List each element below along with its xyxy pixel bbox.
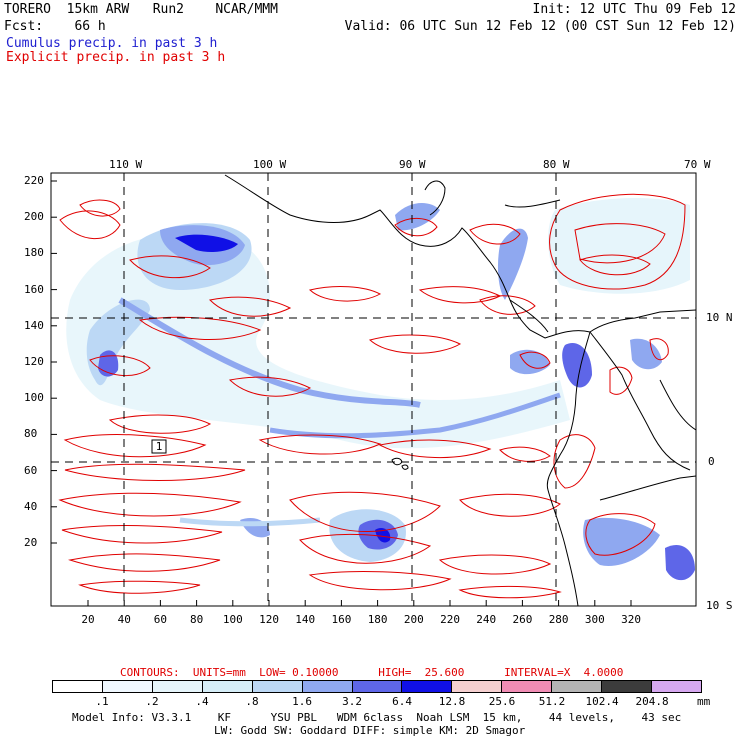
colorbar-cell: [652, 681, 701, 692]
colorbar-cell: [253, 681, 303, 692]
x-tick-label: 240: [476, 614, 496, 626]
colorbar-label: 6.4: [392, 696, 412, 708]
colorbar-label: 204.8: [636, 696, 669, 708]
colorbar-cell: [153, 681, 203, 692]
colorbar-cell: [353, 681, 403, 692]
lon-label: 80 W: [543, 159, 570, 171]
y-tick-label: 20: [24, 537, 37, 549]
contour-info: CONTOURS: UNITS=mm LOW= 0.10000 HIGH= 25…: [120, 667, 623, 679]
colorbar-label: .2: [145, 696, 158, 708]
colorbar-cell: [203, 681, 253, 692]
model-info-line2: LW: Godd SW: Goddard DIFF: simple KM: 2D…: [214, 725, 525, 737]
x-tick-label: 320: [621, 614, 641, 626]
model-info-line1: Model Info: V3.3.1 KF YSU PBL WDM 6class…: [72, 712, 681, 724]
lon-label: 110 W: [109, 159, 142, 171]
y-tick-label: 80: [24, 428, 37, 440]
x-tick-label: 120: [259, 614, 279, 626]
x-tick-label: 260: [513, 614, 533, 626]
colorbar-cell: [602, 681, 652, 692]
colorbar-label: 25.6: [489, 696, 516, 708]
lat-label: 10 S: [706, 600, 733, 612]
x-tick-label: 140: [295, 614, 315, 626]
y-tick-label: 140: [24, 320, 44, 332]
lat-label: 0: [708, 456, 715, 468]
x-tick-label: 180: [368, 614, 388, 626]
y-tick-label: 220: [24, 175, 44, 187]
y-tick-label: 160: [24, 284, 44, 296]
colorbar-cell: [303, 681, 353, 692]
x-tick-label: 40: [118, 614, 131, 626]
colorbar-label: .1: [95, 696, 108, 708]
colorbar-label: .8: [245, 696, 258, 708]
lat-label: 10 N: [706, 312, 733, 324]
y-tick-label: 200: [24, 211, 44, 223]
y-tick-label: 180: [24, 247, 44, 259]
x-tick-label: 100: [223, 614, 243, 626]
colorbar-label: 12.8: [439, 696, 466, 708]
colorbar-cell: [53, 681, 103, 692]
y-tick-label: 100: [24, 392, 44, 404]
x-tick-label: 280: [549, 614, 569, 626]
lon-label: 70 W: [684, 159, 711, 171]
precip-map: 1: [0, 0, 740, 740]
colorbar-unit: mm: [697, 696, 710, 708]
colorbar-label: 102.4: [586, 696, 619, 708]
x-tick-label: 80: [190, 614, 203, 626]
y-tick-label: 120: [24, 356, 44, 368]
y-tick-label: 40: [24, 501, 37, 513]
colorbar-cell: [502, 681, 552, 692]
x-tick-label: 160: [332, 614, 352, 626]
colorbar: [52, 680, 702, 693]
y-tick-label: 60: [24, 465, 37, 477]
colorbar-cell: [103, 681, 153, 692]
colorbar-label: 1.6: [292, 696, 312, 708]
colorbar-cell: [452, 681, 502, 692]
colorbar-label: 51.2: [539, 696, 566, 708]
x-tick-label: 200: [404, 614, 424, 626]
x-tick-label: 220: [440, 614, 460, 626]
colorbar-cell: [402, 681, 452, 692]
colorbar-label: 3.2: [342, 696, 362, 708]
box-marker-label: 1: [156, 440, 163, 453]
x-tick-label: 20: [81, 614, 94, 626]
x-tick-label: 60: [154, 614, 167, 626]
lon-label: 90 W: [399, 159, 426, 171]
x-tick-label: 300: [585, 614, 605, 626]
colorbar-label: .4: [195, 696, 208, 708]
colorbar-cell: [552, 681, 602, 692]
lon-label: 100 W: [253, 159, 286, 171]
